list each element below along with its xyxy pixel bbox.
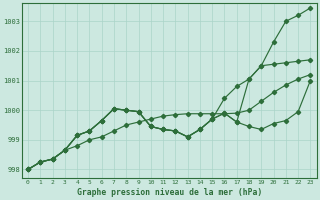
- X-axis label: Graphe pression niveau de la mer (hPa): Graphe pression niveau de la mer (hPa): [76, 188, 262, 197]
